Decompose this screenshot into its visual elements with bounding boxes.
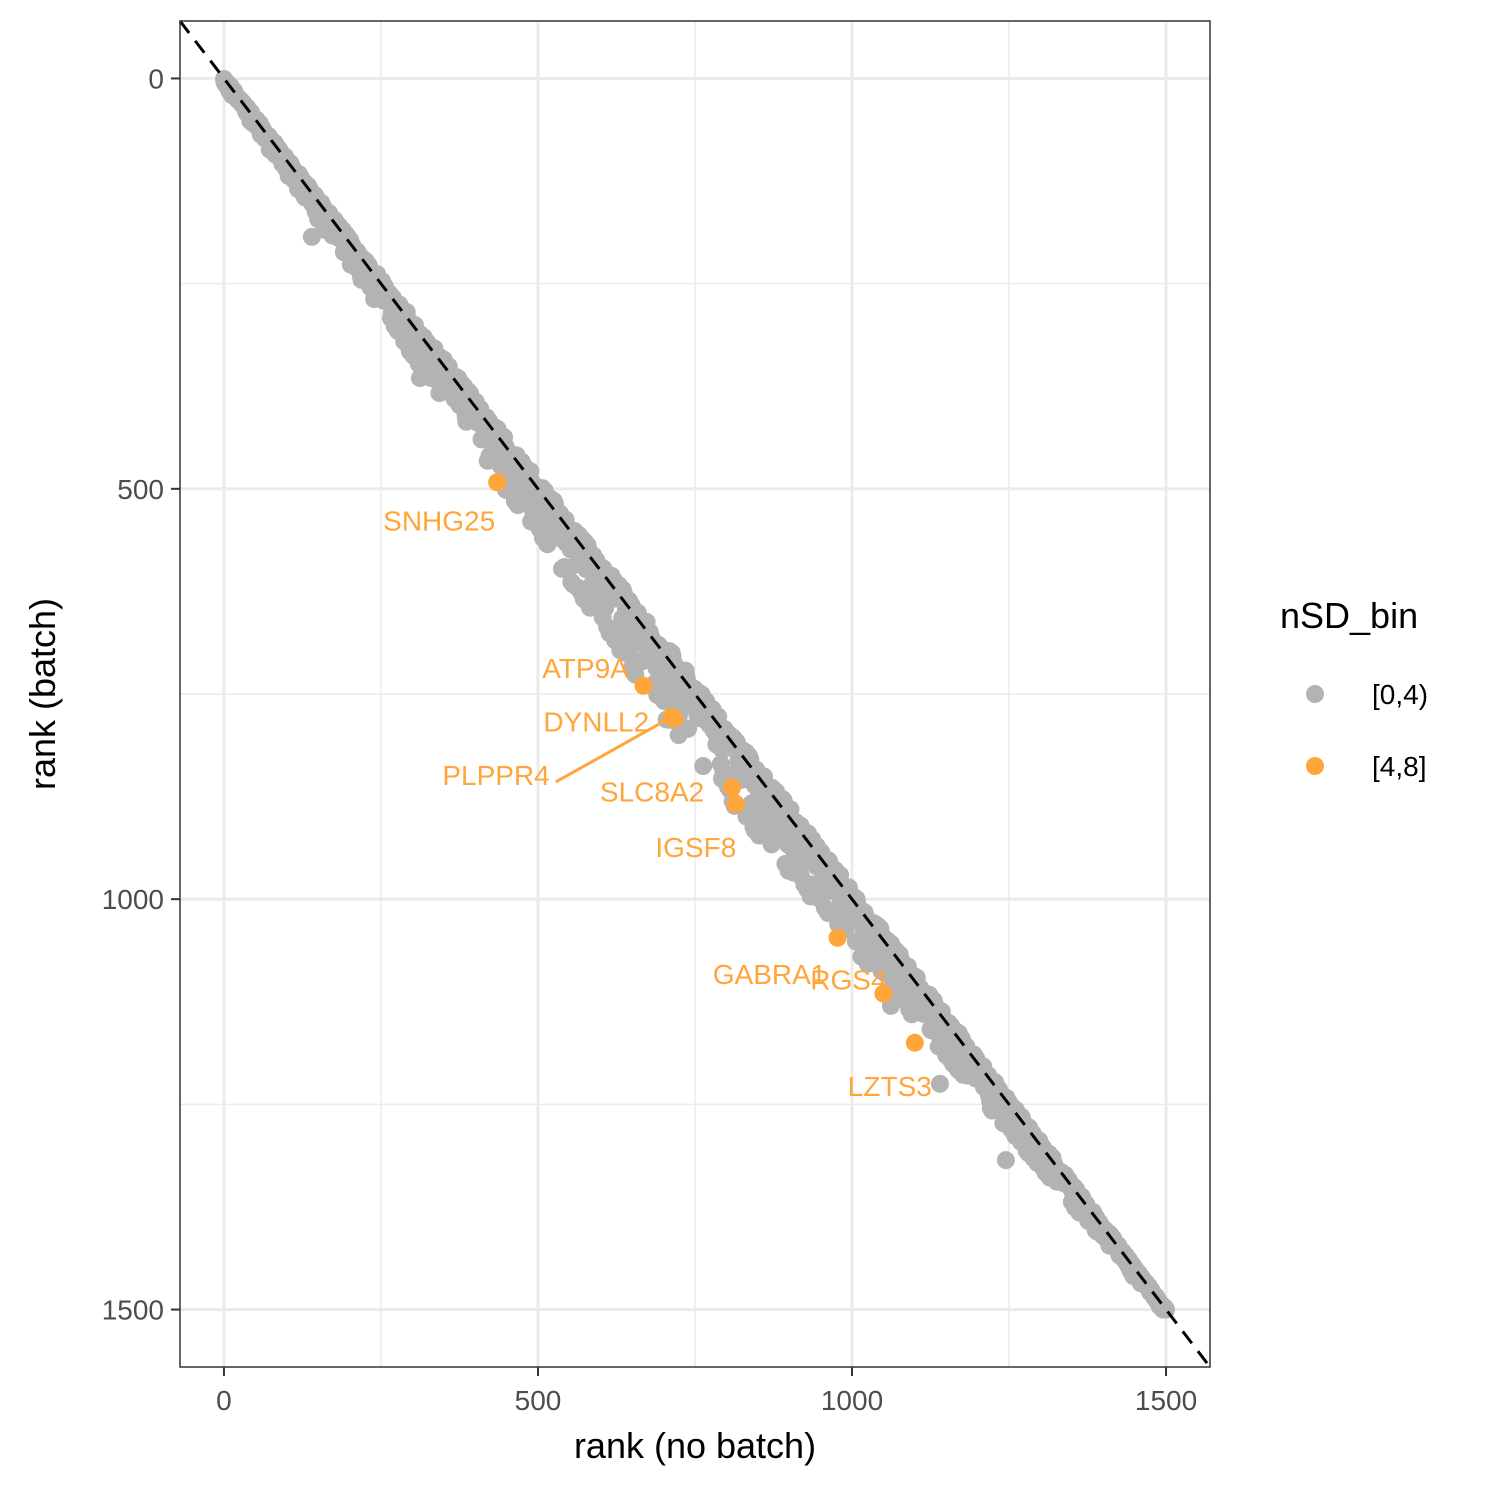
x-tick-label: 1500	[1135, 1385, 1197, 1416]
y-tick-label: 500	[117, 474, 164, 505]
gene-label-rgs4: RGS4	[810, 965, 886, 996]
gene-label-plppr4: PLPPR4	[442, 760, 549, 791]
legend-entry-label: [0,4)	[1372, 679, 1428, 710]
point-gray	[694, 757, 713, 775]
gene-label-igsf8: IGSF8	[655, 832, 736, 863]
point-gray-outlier	[996, 1151, 1015, 1170]
point-orange	[828, 928, 847, 947]
legend-key-dot	[1306, 757, 1324, 775]
y-axis-title: rank (batch)	[22, 598, 63, 790]
gene-label-dynll2: DYNLL2	[543, 707, 649, 738]
y-tick-label: 0	[148, 63, 164, 94]
y-tick-label: 1000	[102, 884, 164, 915]
plppr4-label-connector	[555, 715, 673, 784]
legend-entries: [0,4) [4,8]	[1306, 679, 1428, 782]
legend-title: nSD_bin	[1280, 595, 1418, 636]
point-orange	[723, 778, 742, 797]
x-tick-label: 1000	[821, 1385, 883, 1416]
point-gray-outlier	[302, 227, 321, 246]
y-tick-label: 1500	[102, 1295, 164, 1326]
point-gray-outlier	[410, 369, 429, 388]
x-axis-ticks: 0 500 1000 1500	[216, 1367, 1197, 1416]
series-0-4-points	[215, 70, 1175, 1319]
x-tick-label: 500	[515, 1385, 562, 1416]
grid-major	[180, 21, 1210, 1367]
legend-key-dot	[1306, 685, 1324, 703]
series-4-8-points	[488, 473, 924, 1052]
gene-labels: SNHG25 ATP9A DYNLL2 PLPPR4 SLC8A2 IGSF8 GABRA1…	[383, 505, 932, 1102]
identity-reference-line	[178, 20, 1212, 1368]
panel-border	[179, 20, 1211, 1368]
x-axis-title: rank (no batch)	[574, 1425, 816, 1466]
point-orange	[726, 794, 745, 813]
point-gray-outlier	[930, 1074, 949, 1093]
gene-label-slc8a2: SLC8A2	[600, 777, 704, 808]
gene-label-lzts3: LZTS3	[848, 1071, 932, 1102]
point-gray	[762, 835, 781, 854]
point-orange	[488, 473, 507, 492]
point-gray	[679, 719, 698, 738]
gene-label-snhg25: SNHG25	[383, 505, 495, 536]
y-axis-ticks: 0 500 1000 1500	[102, 63, 180, 1326]
legend: nSD_bin [0,4) [4,8]	[1280, 595, 1428, 782]
gene-label-atp9a: ATP9A	[542, 653, 629, 684]
point-orange	[634, 676, 653, 695]
point-orange	[905, 1033, 924, 1052]
x-tick-label: 0	[216, 1385, 232, 1416]
gene-label-gabra1: GABRA1	[713, 959, 827, 990]
point-orange	[874, 984, 893, 1003]
legend-entry-label: [4,8]	[1372, 751, 1426, 782]
